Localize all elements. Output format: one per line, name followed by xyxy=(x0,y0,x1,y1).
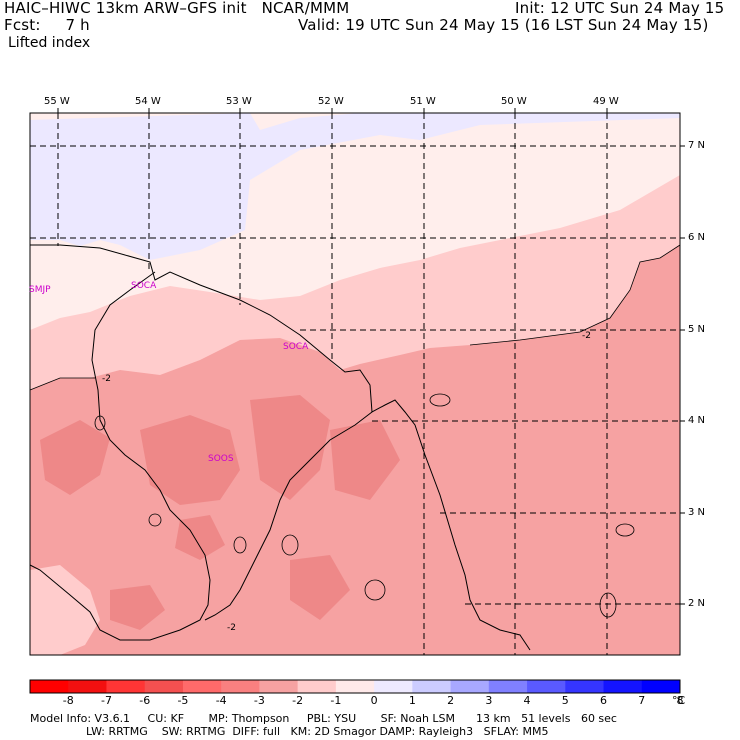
colorbar-swatch xyxy=(106,680,146,693)
colorbar-tick-label: 2 xyxy=(447,694,455,707)
colorbar-swatch xyxy=(68,680,107,693)
colorbar xyxy=(29,679,681,694)
lat-label-5n: 5 N xyxy=(688,324,706,335)
valid-time: Valid: 19 UTC Sun 24 May 15 (16 LST Sun … xyxy=(298,16,709,34)
colorbar-swatch xyxy=(450,680,490,693)
contour-cell-2 xyxy=(599,592,617,618)
colorbar-swatch xyxy=(565,680,605,693)
contour-cell-4 xyxy=(281,534,299,556)
colorbar-frame xyxy=(29,679,681,694)
contour-label-2: -2 xyxy=(582,331,591,341)
station-label-4: SOOS xyxy=(208,454,234,464)
positive-li-region xyxy=(30,113,680,260)
colorbar-tick-label: 5 xyxy=(561,694,569,707)
li-patch-4 xyxy=(330,420,400,500)
lon-label-53w: 53 W xyxy=(226,96,252,107)
colorbar-unit: °C xyxy=(672,694,686,707)
colorbar-swatch xyxy=(221,680,260,693)
colorbar-tick-label: 7 xyxy=(638,694,646,707)
li-patch-7 xyxy=(110,585,165,630)
field-name: Lifted index xyxy=(8,35,91,51)
colorbar-swatch xyxy=(297,680,337,693)
contour-line-2 xyxy=(469,244,681,346)
station-label-1: SMJP xyxy=(29,285,51,295)
colorbar-tick-label: -6 xyxy=(139,694,151,707)
colorbar-tick-label: 6 xyxy=(600,694,608,707)
colorbar-swatch xyxy=(30,680,69,693)
li-pocket-lower-left xyxy=(30,565,100,655)
colorbar-swatch xyxy=(527,680,566,693)
lat-label-6n: 6 N xyxy=(688,232,706,243)
contour-cell-8 xyxy=(429,393,451,407)
colorbar-swatch xyxy=(488,680,528,693)
lat-label-2n: 2 N xyxy=(688,598,706,609)
li-patch-1 xyxy=(40,420,110,495)
forecast-hour: Fcst: 7 h xyxy=(4,16,90,34)
lon-label-54w: 54 W xyxy=(135,96,161,107)
model-title: HAIC–HIWC 13km ARW–GFS init NCAR/MMM xyxy=(4,0,350,17)
colorbar-tick-label: -2 xyxy=(292,694,304,707)
colorbar-swatch xyxy=(144,680,184,693)
station-label-2: SOCA xyxy=(131,281,157,291)
lat-label-7n: 7 N xyxy=(688,140,706,151)
colorbar-swatch xyxy=(603,680,643,693)
border-suriname-guiana xyxy=(204,411,373,621)
colorbar-tick-label: 3 xyxy=(485,694,493,707)
colorbar-tick-label: 4 xyxy=(523,694,531,707)
lon-label-49w: 49 W xyxy=(593,96,619,107)
li-patch-5 xyxy=(290,555,350,620)
li-patch-6 xyxy=(175,515,225,560)
border-suriname-guyana xyxy=(29,271,211,641)
colorbar-tick-label: 0 xyxy=(370,694,378,707)
coastline xyxy=(30,244,531,651)
colorbar-swatch xyxy=(335,680,375,693)
contour-cell-1 xyxy=(615,523,635,537)
contour-line-1 xyxy=(29,377,95,391)
colorbar-tick-label: -8 xyxy=(62,694,74,707)
colorbar-tick-label: -4 xyxy=(215,694,227,707)
frame-ticks xyxy=(57,108,685,605)
colorbar-swatch xyxy=(374,680,413,693)
contour-cell-7 xyxy=(94,415,106,431)
colorbar-tick-label: -1 xyxy=(330,694,342,707)
colorbar-tick-label: -3 xyxy=(253,694,265,707)
colorbar-tick-label: 1 xyxy=(408,694,416,707)
contour-cell-3 xyxy=(364,579,386,601)
li-patch-3 xyxy=(250,395,330,500)
map-frame xyxy=(29,112,681,656)
colorbar-swatch xyxy=(259,680,299,693)
lon-label-50w: 50 W xyxy=(501,96,527,107)
lat-lon-grid xyxy=(30,113,680,655)
station-label-3: SOCA xyxy=(283,342,309,352)
lon-label-55w: 55 W xyxy=(44,96,70,107)
li-patch-2 xyxy=(140,415,240,505)
lat-label-4n: 4 N xyxy=(688,415,706,426)
lon-label-52w: 52 W xyxy=(318,96,344,107)
contour-label-1: -2 xyxy=(102,374,111,384)
colorbar-tick-label: -5 xyxy=(177,694,189,707)
contour-cell-6 xyxy=(148,513,162,527)
colorbar-swatch xyxy=(641,680,681,693)
colorbar-tick-label: 8 xyxy=(676,694,684,707)
lat-label-3n: 3 N xyxy=(688,507,706,518)
contour-cell-5 xyxy=(233,536,247,554)
colorbar-swatch xyxy=(412,680,452,693)
model-info-line1: Model Info: V3.6.1 CU: KF MP: Thompson P… xyxy=(30,712,617,725)
model-info-line2: LW: RRTMG SW: RRTMG DIFF: full KM: 2D Sm… xyxy=(30,725,549,738)
init-time: Init: 12 UTC Sun 24 May 15 xyxy=(515,0,725,17)
lon-label-51w: 51 W xyxy=(410,96,436,107)
contour-label-3: -2 xyxy=(227,623,236,633)
colorbar-swatch xyxy=(182,680,222,693)
colorbar-tick-label: -7 xyxy=(100,694,112,707)
